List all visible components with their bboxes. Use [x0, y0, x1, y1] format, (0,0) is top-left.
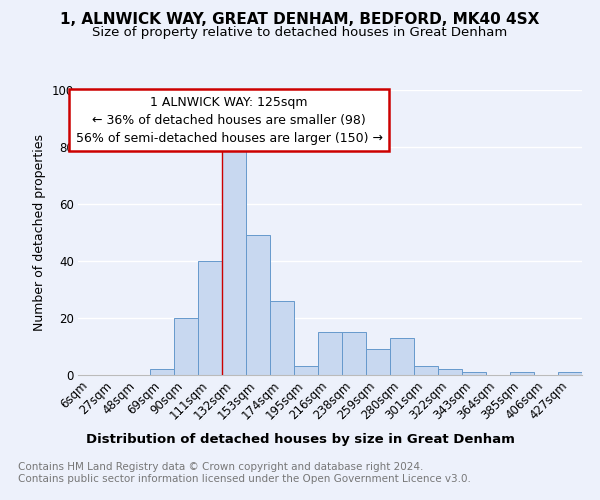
Bar — [366, 350, 390, 375]
Bar — [174, 318, 198, 375]
Bar — [414, 366, 438, 375]
Text: Contains HM Land Registry data © Crown copyright and database right 2024.
Contai: Contains HM Land Registry data © Crown c… — [18, 462, 471, 484]
Y-axis label: Number of detached properties: Number of detached properties — [33, 134, 46, 331]
Bar — [246, 236, 270, 375]
Bar — [270, 301, 294, 375]
Bar — [198, 261, 222, 375]
Text: Distribution of detached houses by size in Great Denham: Distribution of detached houses by size … — [86, 432, 514, 446]
Bar — [222, 136, 246, 375]
Bar — [390, 338, 414, 375]
Bar — [462, 372, 486, 375]
Bar — [438, 370, 462, 375]
Bar — [294, 366, 318, 375]
Bar — [150, 370, 174, 375]
Bar — [558, 372, 582, 375]
Bar — [510, 372, 534, 375]
Text: Size of property relative to detached houses in Great Denham: Size of property relative to detached ho… — [92, 26, 508, 39]
Text: 1 ALNWICK WAY: 125sqm
← 36% of detached houses are smaller (98)
56% of semi-deta: 1 ALNWICK WAY: 125sqm ← 36% of detached … — [76, 96, 383, 144]
Bar — [318, 332, 342, 375]
Bar — [342, 332, 366, 375]
Text: 1, ALNWICK WAY, GREAT DENHAM, BEDFORD, MK40 4SX: 1, ALNWICK WAY, GREAT DENHAM, BEDFORD, M… — [61, 12, 539, 28]
